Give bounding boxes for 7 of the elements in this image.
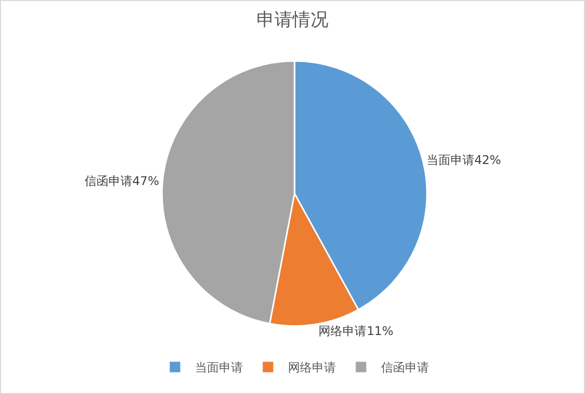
category-label: 当面申请42% xyxy=(426,153,502,168)
legend-label: 当面申请 xyxy=(195,360,243,375)
category-label: 网络申请11% xyxy=(318,324,394,338)
category-label: 信函申请47% xyxy=(84,174,160,188)
chart-title: 申请情况 xyxy=(256,9,328,30)
legend-label: 网络申请 xyxy=(288,360,336,375)
legend-label: 信函申请 xyxy=(381,360,429,375)
